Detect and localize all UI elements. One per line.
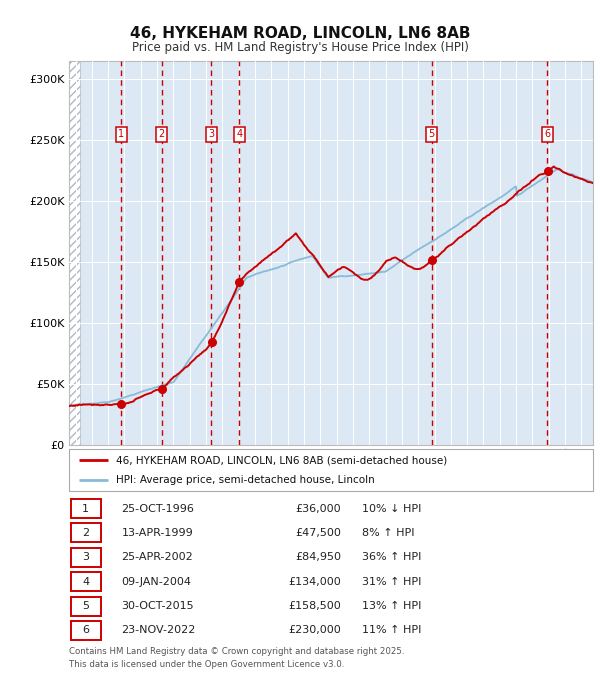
Text: 3: 3 — [208, 129, 214, 139]
Text: 6: 6 — [544, 129, 550, 139]
Text: 25-OCT-1996: 25-OCT-1996 — [121, 504, 194, 513]
Text: 5: 5 — [82, 601, 89, 611]
Text: Contains HM Land Registry data © Crown copyright and database right 2025.
This d: Contains HM Land Registry data © Crown c… — [69, 647, 404, 669]
Text: 2: 2 — [158, 129, 165, 139]
Text: 11% ↑ HPI: 11% ↑ HPI — [362, 626, 422, 635]
Text: 13% ↑ HPI: 13% ↑ HPI — [362, 601, 422, 611]
Text: 46, HYKEHAM ROAD, LINCOLN, LN6 8AB: 46, HYKEHAM ROAD, LINCOLN, LN6 8AB — [130, 26, 470, 41]
Text: 5: 5 — [428, 129, 435, 139]
Text: £36,000: £36,000 — [296, 504, 341, 513]
FancyBboxPatch shape — [71, 596, 101, 615]
Text: 46, HYKEHAM ROAD, LINCOLN, LN6 8AB (semi-detached house): 46, HYKEHAM ROAD, LINCOLN, LN6 8AB (semi… — [116, 455, 448, 465]
FancyBboxPatch shape — [71, 572, 101, 591]
Text: £84,950: £84,950 — [295, 552, 341, 562]
Text: 31% ↑ HPI: 31% ↑ HPI — [362, 577, 422, 587]
Text: 13-APR-1999: 13-APR-1999 — [121, 528, 193, 538]
Text: 23-NOV-2022: 23-NOV-2022 — [121, 626, 196, 635]
Text: 30-OCT-2015: 30-OCT-2015 — [121, 601, 194, 611]
Text: Price paid vs. HM Land Registry's House Price Index (HPI): Price paid vs. HM Land Registry's House … — [131, 41, 469, 54]
Text: 25-APR-2002: 25-APR-2002 — [121, 552, 193, 562]
Text: 1: 1 — [82, 504, 89, 513]
Text: 2: 2 — [82, 528, 89, 538]
FancyBboxPatch shape — [71, 548, 101, 567]
Text: HPI: Average price, semi-detached house, Lincoln: HPI: Average price, semi-detached house,… — [116, 475, 375, 485]
Text: £158,500: £158,500 — [289, 601, 341, 611]
Text: 1: 1 — [118, 129, 124, 139]
Text: £47,500: £47,500 — [296, 528, 341, 538]
Text: £230,000: £230,000 — [289, 626, 341, 635]
FancyBboxPatch shape — [71, 524, 101, 543]
Text: 4: 4 — [236, 129, 242, 139]
Text: 4: 4 — [82, 577, 89, 587]
FancyBboxPatch shape — [71, 499, 101, 518]
Text: 10% ↓ HPI: 10% ↓ HPI — [362, 504, 422, 513]
FancyBboxPatch shape — [69, 449, 593, 491]
Text: 3: 3 — [82, 552, 89, 562]
Text: £134,000: £134,000 — [289, 577, 341, 587]
Text: 6: 6 — [82, 626, 89, 635]
Text: 09-JAN-2004: 09-JAN-2004 — [121, 577, 191, 587]
Text: 36% ↑ HPI: 36% ↑ HPI — [362, 552, 422, 562]
Text: 8% ↑ HPI: 8% ↑ HPI — [362, 528, 415, 538]
FancyBboxPatch shape — [71, 621, 101, 640]
